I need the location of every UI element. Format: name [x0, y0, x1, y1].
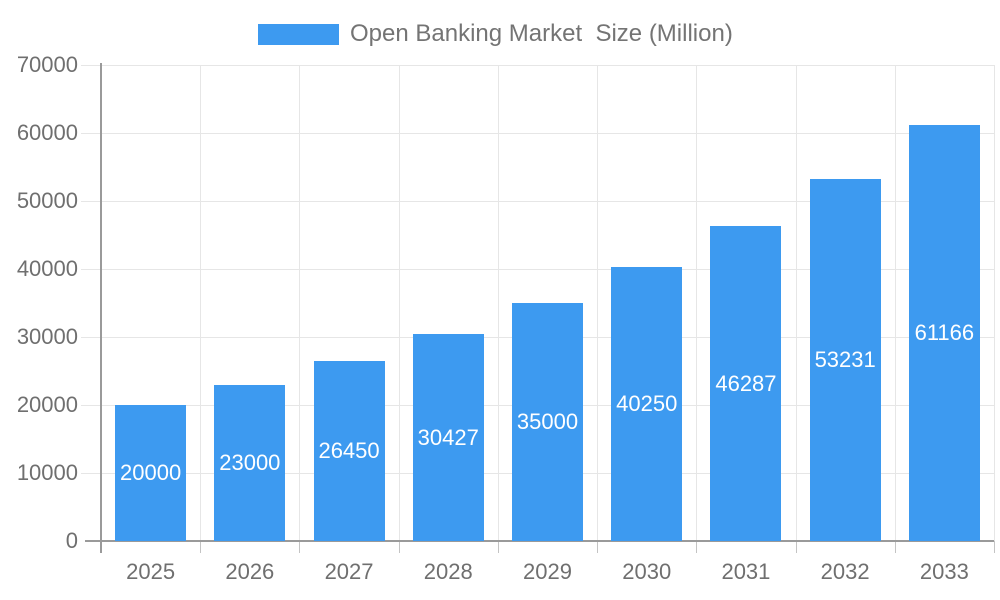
- y-axis-tick-label: 10000: [16, 460, 78, 485]
- y-axis-tick-label: 50000: [16, 188, 78, 213]
- vertical-grid-line: [994, 65, 995, 541]
- x-axis-tick: [894, 541, 896, 553]
- bar-value-label: 23000: [219, 450, 281, 475]
- bar: [809, 179, 881, 541]
- bar: [313, 361, 385, 541]
- x-axis-tick-label: 2030: [622, 559, 672, 584]
- bar: [115, 405, 187, 541]
- x-axis-tick: [200, 541, 202, 553]
- bar-value-label: 53231: [814, 347, 876, 372]
- vertical-grid-line: [597, 65, 599, 541]
- x-axis-tick: [795, 541, 797, 553]
- x-axis-tick-label: 2028: [423, 559, 473, 584]
- y-axis-tick-label: 30000: [16, 324, 78, 349]
- y-grid-line: [81, 201, 994, 202]
- bar: [412, 334, 484, 541]
- vertical-grid-line: [497, 65, 499, 541]
- x-axis-tick: [597, 541, 599, 553]
- x-axis-tick-label: 2025: [126, 559, 176, 584]
- legend-swatch: [258, 24, 339, 45]
- bar-value-label: 30427: [417, 424, 479, 450]
- x-axis-tick-label: 2026: [225, 559, 275, 584]
- y-axis-tick-label: 40000: [16, 256, 78, 281]
- bar: [214, 385, 286, 541]
- bar: [908, 125, 980, 541]
- x-axis-tick: [398, 541, 400, 553]
- vertical-grid-line: [894, 65, 896, 541]
- y-axis-tick-label: 0: [65, 528, 78, 553]
- y-axis-tick-label: 20000: [16, 392, 78, 417]
- vertical-grid-line: [398, 65, 400, 541]
- y-axis-tick-label: 70000: [16, 52, 78, 77]
- x-axis-tick: [994, 541, 995, 553]
- vertical-grid-line: [696, 65, 698, 541]
- y-axis-tick-label: 60000: [16, 120, 78, 145]
- vertical-grid-line: [299, 65, 301, 541]
- y-grid-line: [81, 65, 994, 66]
- x-axis-tick: [497, 541, 499, 553]
- bar-value-label: 40250: [616, 391, 678, 416]
- y-grid-line: [81, 269, 994, 270]
- y-grid-line: [81, 133, 994, 134]
- x-axis-tick-label: 2029: [523, 559, 572, 584]
- x-axis-tick-label: 2033: [919, 559, 969, 584]
- y-axis-line: [100, 63, 102, 553]
- bar-value-label: 26450: [318, 438, 380, 463]
- legend-label: Open Banking Market Size (Million): [350, 20, 733, 47]
- x-axis-tick-label: 2032: [820, 559, 870, 584]
- x-axis-tick: [696, 541, 698, 553]
- x-axis-line: [85, 540, 994, 542]
- x-axis-tick-label: 2031: [721, 559, 771, 584]
- bar: [611, 267, 683, 541]
- bar: [710, 226, 782, 541]
- x-axis-tick: [299, 541, 301, 553]
- x-axis-tick-label: 2027: [324, 559, 374, 584]
- bar-value-label: 46287: [715, 370, 777, 396]
- vertical-grid-line: [200, 65, 202, 541]
- bar-value-label: 35000: [516, 409, 579, 434]
- vertical-grid-line: [795, 65, 797, 541]
- bar-value-label: 61166: [914, 320, 975, 345]
- bar-value-label: 20000: [120, 460, 182, 485]
- bar: [512, 303, 583, 541]
